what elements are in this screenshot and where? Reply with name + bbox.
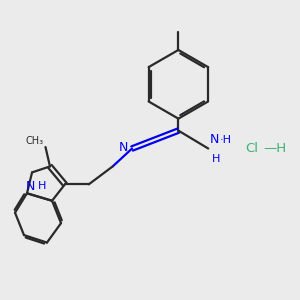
Text: H: H	[212, 154, 220, 164]
Text: H: H	[38, 182, 46, 191]
Text: ·H: ·H	[220, 135, 232, 145]
Text: N: N	[26, 180, 35, 193]
Text: N: N	[119, 141, 128, 154]
Text: —H: —H	[263, 142, 286, 155]
Text: CH₃: CH₃	[26, 136, 44, 146]
Text: N: N	[210, 133, 219, 146]
Text: Cl: Cl	[246, 142, 259, 155]
